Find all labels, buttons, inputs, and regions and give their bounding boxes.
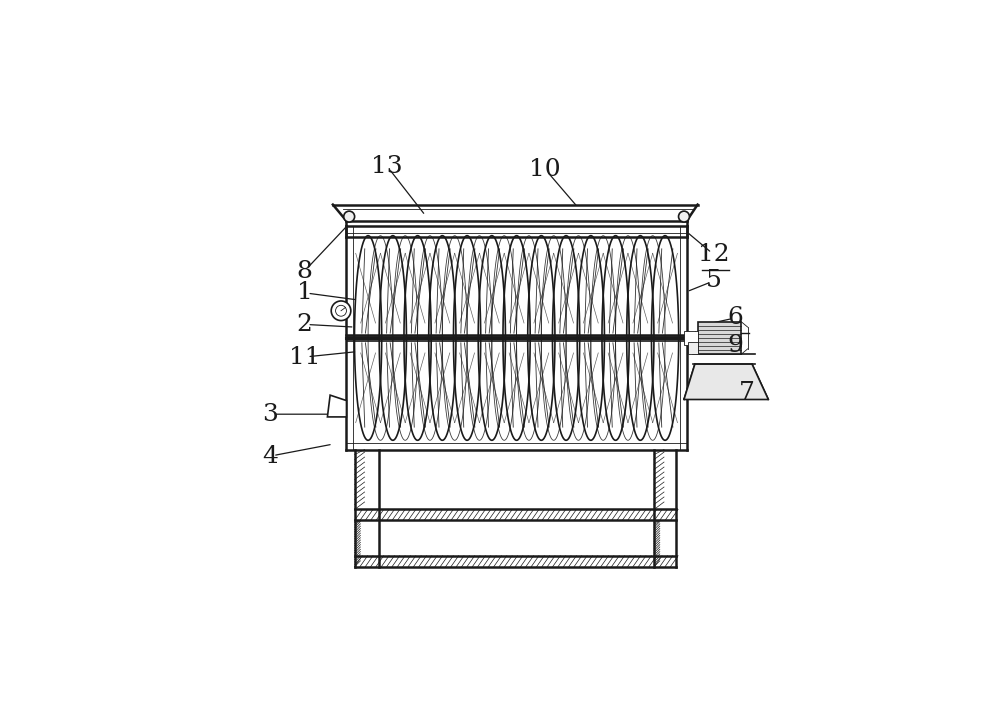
Circle shape xyxy=(679,211,689,222)
Text: 5: 5 xyxy=(706,269,722,292)
Circle shape xyxy=(336,305,346,316)
Text: 3: 3 xyxy=(262,403,278,426)
Polygon shape xyxy=(327,395,346,417)
Text: 12: 12 xyxy=(698,243,730,267)
Text: 9: 9 xyxy=(728,334,744,356)
Text: 10: 10 xyxy=(529,158,561,181)
Circle shape xyxy=(331,301,351,320)
Text: 13: 13 xyxy=(371,155,403,178)
Text: 7: 7 xyxy=(739,381,755,404)
Bar xyxy=(684,332,698,344)
Text: 6: 6 xyxy=(728,306,744,329)
Text: 11: 11 xyxy=(289,346,320,368)
Bar xyxy=(698,322,741,354)
Polygon shape xyxy=(684,364,768,399)
Bar xyxy=(688,342,698,354)
Text: 2: 2 xyxy=(297,313,312,336)
Text: 8: 8 xyxy=(297,259,312,283)
Text: 4: 4 xyxy=(262,445,278,467)
Text: 1: 1 xyxy=(297,281,312,304)
Circle shape xyxy=(344,211,355,222)
